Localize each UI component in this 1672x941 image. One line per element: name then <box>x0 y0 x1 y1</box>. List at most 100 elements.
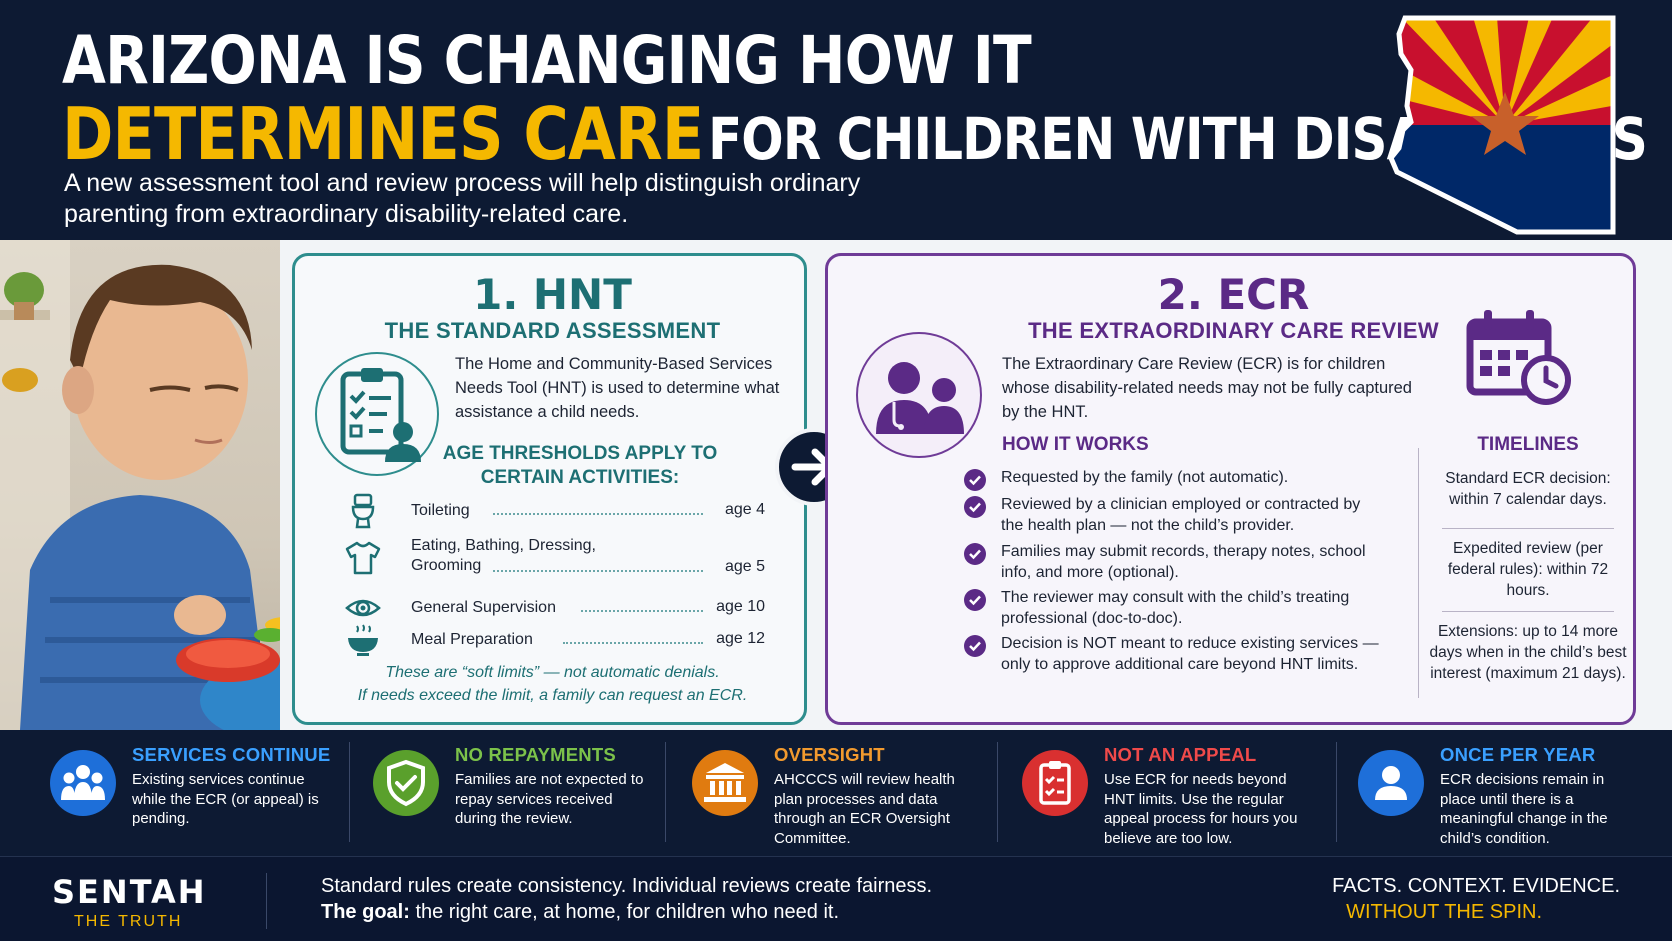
feature-text: Families are not expected to repay servi… <box>455 771 644 827</box>
feature-icon-circle <box>692 750 758 816</box>
arizona-flag-map-icon <box>1388 15 1616 235</box>
age-heading-line-1: AGE THRESHOLDS APPLY TO <box>442 443 718 464</box>
feature-text: AHCCCS will review health plan processes… <box>774 771 955 847</box>
activity-age: age 5 <box>724 558 765 575</box>
timelines-heading: TIMELINES <box>1477 434 1579 455</box>
timelines-divider <box>1418 448 1419 698</box>
clipboard-checklist-icon <box>315 352 439 476</box>
brand-logo: SENTAH <box>52 873 207 911</box>
step-text: The reviewer may consult with the child’… <box>1001 589 1350 627</box>
activity-label: General Supervision <box>411 599 556 616</box>
dotted-leader <box>493 513 703 515</box>
footer-tagline-1: FACTS. CONTEXT. EVIDENCE. <box>1332 875 1620 897</box>
feature-text: Existing services continue while the ECR… <box>132 771 319 827</box>
soft-limits-note: These are “soft limits” — not automatic … <box>295 661 810 707</box>
footer-goal-label: The goal: <box>321 901 410 923</box>
step-text: Decision is NOT meant to reduce existing… <box>1001 635 1379 673</box>
calendar-clock-icon <box>1466 310 1571 405</box>
timeline-item: Standard ECR decision: within 7 calendar… <box>1445 470 1611 508</box>
activity-label-line-2: Grooming <box>411 557 482 574</box>
activity-label: Meal Preparation <box>411 631 533 648</box>
how-it-works-heading: HOW IT WORKS <box>1002 434 1149 455</box>
step-text: Families may submit records, therapy not… <box>1001 543 1366 581</box>
footer-line-1: Standard rules create consistency. Indiv… <box>321 875 933 897</box>
title-line-1: ARIZONA IS CHANGING HOW IT <box>62 22 1032 99</box>
soft-note-line-2: If needs exceed the limit, a family can … <box>357 687 748 704</box>
hnt-number: 1. HNT <box>473 270 632 319</box>
soft-note-line-1: These are “soft limits” — not automatic … <box>385 664 720 681</box>
dotted-leader <box>581 610 703 612</box>
ecr-subtitle: THE EXTRAORDINARY CARE REVIEW <box>1028 318 1439 343</box>
activity-row-meal: Meal Preparation age 12 <box>345 622 765 658</box>
hnt-card: 1. HNT THE STANDARD ASSESSMENT The Home … <box>292 253 807 725</box>
activity-age: age 10 <box>716 598 765 615</box>
feature-divider <box>997 742 998 842</box>
toilet-icon <box>351 493 375 529</box>
clinician-family-icon <box>856 332 982 458</box>
check-icon <box>964 589 986 611</box>
footer-divider <box>266 873 267 929</box>
title-accent: DETERMINES CARE <box>62 92 704 176</box>
subtitle: A new assessment tool and review process… <box>64 169 861 228</box>
timeline-separator <box>1442 611 1614 612</box>
header: ARIZONA IS CHANGING HOW IT DETERMINES CA… <box>0 0 1672 240</box>
child-photo <box>0 240 310 730</box>
feature-title: OVERSIGHT <box>774 744 885 765</box>
feature-divider <box>1336 742 1337 842</box>
step-text: Reviewed by a clinician employed or cont… <box>1001 496 1361 534</box>
ecr-number: 2. ECR <box>1157 270 1310 319</box>
feature-icon-circle <box>1022 750 1088 816</box>
feature-oversight: OVERSIGHT AHCCCS will review health plan… <box>692 742 992 847</box>
activity-label: Toileting <box>411 502 470 519</box>
feature-not-an-appeal: NOT AN APPEAL Use ECR for needs beyond H… <box>1022 742 1322 847</box>
clipboard-icon <box>1039 761 1071 805</box>
feature-services-continue: SERVICES CONTINUE Existing services cont… <box>50 742 350 842</box>
feature-text: Use ECR for needs beyond HNT limits. Use… <box>1104 771 1298 847</box>
footer-tagline-2: WITHOUT THE SPIN. <box>1346 901 1542 923</box>
feature-title: NOT AN APPEAL <box>1104 744 1257 765</box>
activity-age: age 12 <box>716 630 765 647</box>
feature-divider <box>349 742 350 842</box>
eye-icon <box>345 599 381 617</box>
building-icon <box>704 763 746 802</box>
ecr-description: The Extraordinary Care Review (ECR) is f… <box>1002 355 1412 421</box>
feature-icon-circle <box>373 750 439 816</box>
activity-row-supervision: General Supervision age 10 <box>345 590 765 626</box>
person-icon <box>1375 766 1407 800</box>
ecr-card: 2. ECR THE EXTRAORDINARY CARE REVIEW The… <box>825 253 1636 725</box>
activity-age: age 4 <box>724 501 765 518</box>
timeline-separator <box>1442 528 1614 529</box>
feature-no-repayments: NO REPAYMENTS Families are not expected … <box>373 742 673 842</box>
timeline-item: Extensions: up to 14 more days when in t… <box>1429 623 1627 682</box>
timeline-item: Expedited review (per federal rules): wi… <box>1447 540 1609 599</box>
footer-line-2: The goal: the right care, at home, for c… <box>321 901 839 924</box>
activity-row-eating: Eating, Bathing, Dressing, Grooming age … <box>345 536 765 586</box>
check-icon <box>964 543 986 565</box>
feature-icon-circle <box>50 750 116 816</box>
feature-icon-circle <box>1358 750 1424 816</box>
family-icon <box>61 765 105 800</box>
feature-strip: SERVICES CONTINUE Existing services cont… <box>0 730 1672 856</box>
footer: SENTAH THE TRUTH Standard rules create c… <box>0 856 1672 941</box>
check-icon <box>964 469 986 491</box>
age-thresholds-heading: AGE THRESHOLDS APPLY TO CERTAIN ACTIVITI… <box>435 442 725 490</box>
feature-once-per-year: ONCE PER YEAR ECR decisions remain in pl… <box>1358 742 1658 847</box>
bowl-icon <box>348 624 378 656</box>
step-text: Requested by the family (not automatic). <box>1001 469 1289 486</box>
child-playing-illustration <box>0 240 310 730</box>
hnt-description: The Home and Community-Based Services Ne… <box>455 355 780 421</box>
feature-title: SERVICES CONTINUE <box>132 744 331 765</box>
dotted-leader <box>493 570 703 572</box>
shirt-icon <box>345 541 381 575</box>
check-icon <box>964 635 986 657</box>
feature-title: ONCE PER YEAR <box>1440 744 1596 765</box>
hnt-subtitle: THE STANDARD ASSESSMENT <box>384 318 721 343</box>
activity-label-line-1: Eating, Bathing, Dressing, <box>411 537 596 554</box>
feature-title: NO REPAYMENTS <box>455 744 616 765</box>
activity-row-toileting: Toileting age 4 <box>345 493 765 529</box>
feature-divider <box>665 742 666 842</box>
check-icon <box>964 496 986 518</box>
brand-tagline: THE TRUTH <box>74 913 183 930</box>
feature-text: ECR decisions remain in place until ther… <box>1440 771 1608 847</box>
age-heading-line-2: CERTAIN ACTIVITIES: <box>480 467 680 488</box>
